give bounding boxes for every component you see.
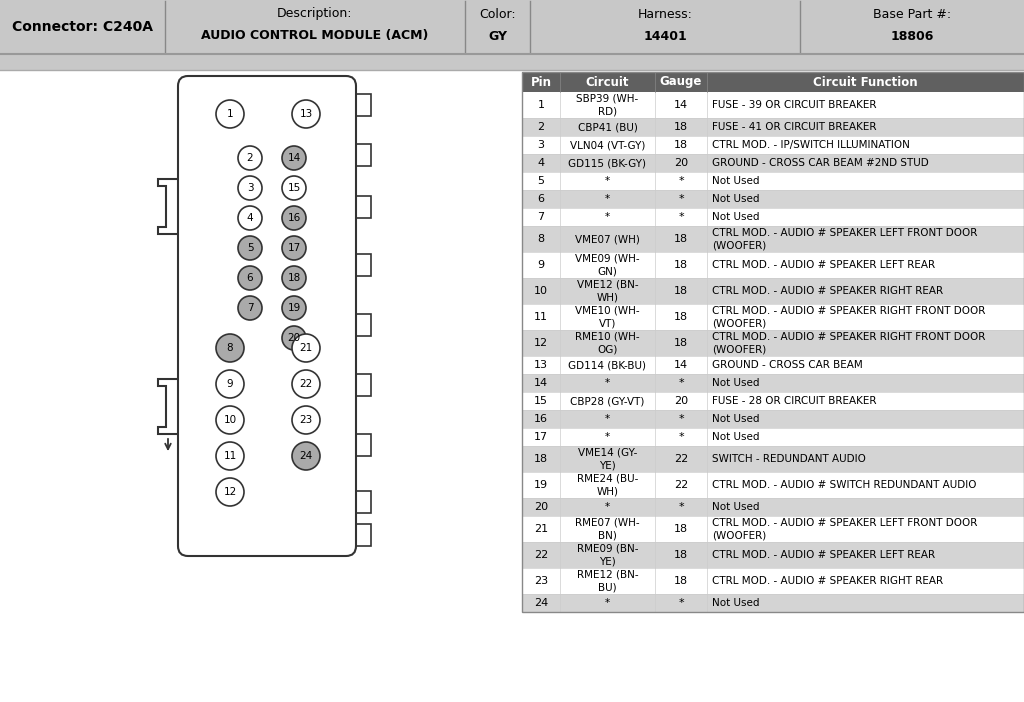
Text: 18: 18 xyxy=(674,122,688,132)
Text: VME07 (WH): VME07 (WH) xyxy=(575,234,640,244)
Text: 18: 18 xyxy=(674,338,688,348)
Circle shape xyxy=(216,406,244,434)
Text: AUDIO CONTROL MODULE (ACM): AUDIO CONTROL MODULE (ACM) xyxy=(202,29,429,43)
Text: RME07 (WH-
BN): RME07 (WH- BN) xyxy=(575,518,640,541)
Text: Circuit: Circuit xyxy=(586,76,630,88)
Text: Not Used: Not Used xyxy=(712,598,760,608)
FancyBboxPatch shape xyxy=(522,356,1024,374)
Text: Not Used: Not Used xyxy=(712,378,760,388)
Text: *: * xyxy=(678,194,684,204)
Text: Connector: C240A: Connector: C240A xyxy=(12,20,153,34)
Text: 21: 21 xyxy=(299,343,312,353)
Text: 20: 20 xyxy=(288,333,301,343)
Text: 20: 20 xyxy=(674,396,688,406)
Circle shape xyxy=(282,236,306,260)
Text: 3: 3 xyxy=(247,183,253,193)
Text: SBP39 (WH-
RD): SBP39 (WH- RD) xyxy=(577,94,639,117)
FancyBboxPatch shape xyxy=(522,136,1024,154)
Text: 18: 18 xyxy=(674,140,688,150)
Text: Gauge: Gauge xyxy=(659,76,702,88)
Text: 18: 18 xyxy=(288,273,301,283)
FancyBboxPatch shape xyxy=(0,54,1024,70)
Text: VME09 (WH-
GN): VME09 (WH- GN) xyxy=(575,254,640,276)
FancyBboxPatch shape xyxy=(522,516,1024,542)
Text: 7: 7 xyxy=(247,303,253,313)
Text: 1: 1 xyxy=(538,100,545,110)
Text: 5: 5 xyxy=(538,176,545,186)
Text: VME12 (BN-
WH): VME12 (BN- WH) xyxy=(577,280,638,302)
FancyBboxPatch shape xyxy=(355,314,371,336)
Circle shape xyxy=(282,266,306,290)
Text: 2: 2 xyxy=(247,153,253,163)
Text: *: * xyxy=(605,598,610,608)
FancyBboxPatch shape xyxy=(0,0,1024,54)
FancyBboxPatch shape xyxy=(355,144,371,166)
FancyBboxPatch shape xyxy=(522,374,1024,392)
Text: Color:: Color: xyxy=(479,8,516,20)
Text: 17: 17 xyxy=(288,243,301,253)
Text: 6: 6 xyxy=(247,273,253,283)
FancyBboxPatch shape xyxy=(522,92,1024,118)
Circle shape xyxy=(238,146,262,170)
Text: 21: 21 xyxy=(534,524,548,534)
FancyBboxPatch shape xyxy=(522,252,1024,278)
Text: CTRL MOD. - AUDIO # SPEAKER RIGHT REAR: CTRL MOD. - AUDIO # SPEAKER RIGHT REAR xyxy=(712,286,943,296)
Circle shape xyxy=(238,176,262,200)
Text: Harness:: Harness: xyxy=(638,8,692,20)
Text: GD114 (BK-BU): GD114 (BK-BU) xyxy=(568,360,646,370)
Text: *: * xyxy=(605,194,610,204)
Circle shape xyxy=(282,146,306,170)
Text: 9: 9 xyxy=(538,260,545,270)
FancyBboxPatch shape xyxy=(522,392,1024,410)
Text: 22: 22 xyxy=(674,454,688,464)
Text: *: * xyxy=(605,414,610,424)
FancyBboxPatch shape xyxy=(522,428,1024,446)
Circle shape xyxy=(292,334,319,362)
Text: 14: 14 xyxy=(674,360,688,370)
Text: 19: 19 xyxy=(288,303,301,313)
Circle shape xyxy=(238,236,262,260)
Text: 18: 18 xyxy=(674,550,688,560)
Text: CTRL MOD. - AUDIO # SPEAKER RIGHT REAR: CTRL MOD. - AUDIO # SPEAKER RIGHT REAR xyxy=(712,576,943,586)
Text: 2: 2 xyxy=(538,122,545,132)
Text: RME24 (BU-
WH): RME24 (BU- WH) xyxy=(577,474,638,496)
Text: 18: 18 xyxy=(674,260,688,270)
FancyBboxPatch shape xyxy=(522,172,1024,190)
FancyBboxPatch shape xyxy=(522,154,1024,172)
Circle shape xyxy=(216,370,244,398)
Text: VME10 (WH-
VT): VME10 (WH- VT) xyxy=(575,306,640,329)
Text: 23: 23 xyxy=(534,576,548,586)
Text: RME10 (WH-
OG): RME10 (WH- OG) xyxy=(575,332,640,355)
Text: 10: 10 xyxy=(534,286,548,296)
Circle shape xyxy=(238,266,262,290)
Text: *: * xyxy=(605,212,610,222)
Text: 24: 24 xyxy=(299,451,312,461)
Circle shape xyxy=(292,100,319,128)
Circle shape xyxy=(282,296,306,320)
Text: 12: 12 xyxy=(534,338,548,348)
FancyBboxPatch shape xyxy=(0,70,1024,702)
Text: VME14 (GY-
YE): VME14 (GY- YE) xyxy=(578,448,637,470)
Text: FUSE - 28 OR CIRCUIT BREAKER: FUSE - 28 OR CIRCUIT BREAKER xyxy=(712,396,877,406)
Text: *: * xyxy=(678,176,684,186)
Text: *: * xyxy=(678,212,684,222)
Text: 19: 19 xyxy=(534,480,548,490)
Text: VLN04 (VT-GY): VLN04 (VT-GY) xyxy=(569,140,645,150)
Text: 12: 12 xyxy=(223,487,237,497)
Text: 22: 22 xyxy=(534,550,548,560)
Circle shape xyxy=(216,100,244,128)
FancyBboxPatch shape xyxy=(355,491,371,513)
FancyBboxPatch shape xyxy=(522,594,1024,612)
Text: 14: 14 xyxy=(288,153,301,163)
Text: 5: 5 xyxy=(247,243,253,253)
Circle shape xyxy=(292,370,319,398)
Text: CTRL MOD. - AUDIO # SPEAKER LEFT REAR: CTRL MOD. - AUDIO # SPEAKER LEFT REAR xyxy=(712,550,935,560)
FancyBboxPatch shape xyxy=(355,434,371,456)
Text: CTRL MOD. - AUDIO # SPEAKER LEFT REAR: CTRL MOD. - AUDIO # SPEAKER LEFT REAR xyxy=(712,260,935,270)
Text: 20: 20 xyxy=(674,158,688,168)
FancyBboxPatch shape xyxy=(522,278,1024,304)
FancyBboxPatch shape xyxy=(355,254,371,276)
Text: *: * xyxy=(605,378,610,388)
Text: 22: 22 xyxy=(674,480,688,490)
